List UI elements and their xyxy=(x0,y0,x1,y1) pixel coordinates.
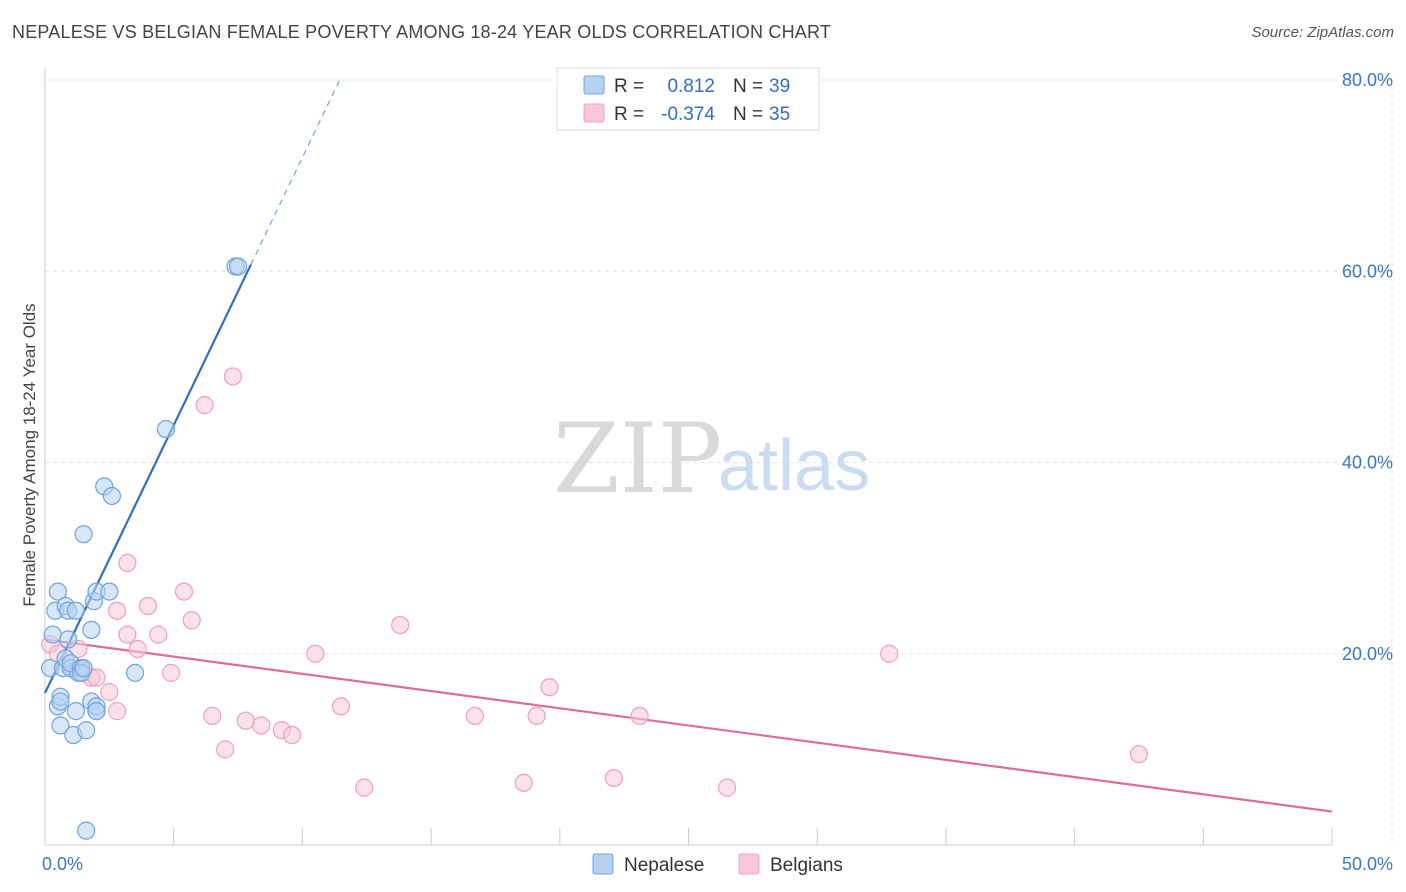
legend-r-label: R = xyxy=(614,76,644,97)
legend-n-label: N = xyxy=(733,76,763,97)
watermark: ZIP atlas xyxy=(553,403,870,515)
legend-swatch-belgians xyxy=(738,853,760,875)
chart-source: Source: ZipAtlas.com xyxy=(1251,24,1394,41)
point-belgians xyxy=(182,611,201,630)
point-nepalese xyxy=(100,582,119,601)
trendlines xyxy=(44,76,1333,813)
point-belgians xyxy=(283,725,302,745)
point-belgians xyxy=(195,396,214,415)
point-nepalese xyxy=(102,486,122,506)
legend-n-value: 35 xyxy=(769,104,790,125)
point-belgians xyxy=(604,768,623,788)
watermark-zip: ZIP xyxy=(553,403,722,515)
point-nepalese xyxy=(82,620,101,639)
legend-swatch-nepalese xyxy=(592,853,614,875)
trendline-belgians xyxy=(44,638,1333,813)
point-belgians xyxy=(880,644,899,663)
point-belgians xyxy=(107,702,127,721)
legend-series-belgians: Belgians xyxy=(770,855,843,876)
point-nepalese xyxy=(125,663,145,682)
legend-r-value: -0.374 xyxy=(661,104,715,125)
point-belgians xyxy=(540,678,559,697)
point-nepalese xyxy=(48,582,67,601)
point-belgians xyxy=(223,367,243,386)
legend-r-label: R = xyxy=(614,104,644,125)
point-belgians xyxy=(138,596,158,616)
point-belgians xyxy=(514,773,533,792)
point-belgians xyxy=(331,697,351,716)
point-nepalese xyxy=(66,601,85,620)
y-tick-label: 60.0% xyxy=(1342,261,1393,281)
point-belgians xyxy=(391,615,410,635)
y-axis-label: Female Poverty Among 18-24 Year Olds xyxy=(20,303,39,606)
correlation-legend: R = 0.812 N = 39 R = -0.374 N = 35 xyxy=(556,67,820,131)
point-nepalese xyxy=(59,630,78,649)
point-nepalese xyxy=(87,702,106,721)
point-nepalese xyxy=(66,702,85,721)
point-belgians xyxy=(1129,745,1149,764)
point-belgians xyxy=(203,706,222,726)
point-nepalese xyxy=(77,821,96,840)
point-belgians xyxy=(630,706,649,726)
point-belgians xyxy=(306,644,325,663)
point-belgians xyxy=(465,706,484,726)
x-tick-label: 50.0% xyxy=(1342,854,1393,874)
point-belgians xyxy=(162,663,181,682)
point-belgians xyxy=(118,625,137,644)
point-belgians xyxy=(527,706,546,726)
chart-title: NEPALESE VS BELGIAN FEMALE POVERTY AMONG… xyxy=(12,22,832,42)
series-legend: Nepalese Belgians xyxy=(592,853,843,876)
legend-r-value: 0.812 xyxy=(667,76,715,97)
y-tick-label: 80.0% xyxy=(1342,70,1393,90)
point-belgians xyxy=(149,625,168,644)
point-belgians xyxy=(216,740,235,759)
point-belgians xyxy=(107,601,127,620)
axes xyxy=(44,68,1333,846)
point-belgians xyxy=(355,778,374,797)
trendline-nepalese-extension xyxy=(250,76,342,265)
y-tick-label: 40.0% xyxy=(1342,453,1393,473)
y-tick-label: 20.0% xyxy=(1342,644,1393,664)
legend-series-nepalese: Nepalese xyxy=(624,855,704,876)
x-tick-label: 0.0% xyxy=(42,854,83,874)
point-nepalese xyxy=(228,257,248,276)
legend-n-label: N = xyxy=(733,104,763,125)
legend-n-value: 39 xyxy=(769,76,790,97)
point-nepalese xyxy=(74,658,93,678)
grid-lines xyxy=(45,78,1393,845)
point-nepalese xyxy=(51,716,70,735)
data-points xyxy=(41,257,1149,840)
point-belgians xyxy=(718,778,737,797)
point-belgians xyxy=(118,553,137,573)
legend-swatch-belgians xyxy=(583,103,605,123)
point-nepalese xyxy=(43,625,62,644)
point-nepalese xyxy=(74,525,93,544)
point-belgians xyxy=(252,716,271,735)
watermark-atlas: atlas xyxy=(718,426,870,506)
point-nepalese xyxy=(51,692,70,711)
point-nepalese xyxy=(156,419,176,439)
legend-swatch-nepalese xyxy=(583,75,605,95)
tick-labels: 20.0% 40.0% 60.0% 80.0% 0.0% 50.0% xyxy=(42,70,1393,874)
point-belgians xyxy=(236,711,255,730)
trendline-nepalese xyxy=(44,264,252,694)
point-belgians xyxy=(174,582,194,601)
point-belgians xyxy=(100,682,119,702)
point-belgians xyxy=(128,639,147,659)
point-nepalese xyxy=(77,721,96,740)
